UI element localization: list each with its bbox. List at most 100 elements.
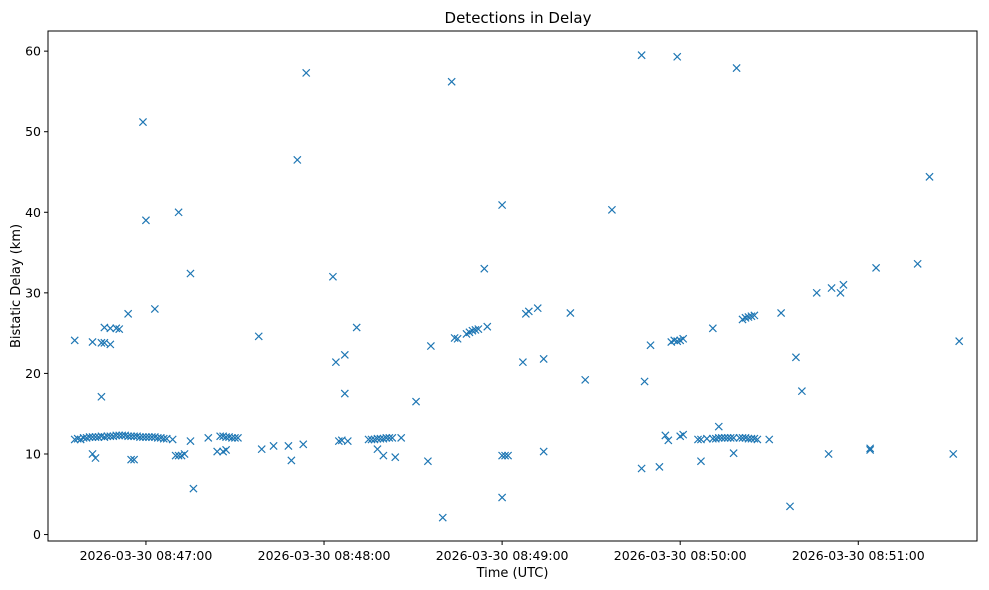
data-point-marker — [222, 445, 231, 454]
data-point-marker — [287, 456, 296, 465]
data-point-marker — [97, 432, 106, 441]
data-point-marker — [438, 513, 447, 522]
data-point-marker — [765, 435, 774, 444]
data-point-marker — [797, 387, 806, 396]
data-point-marker — [233, 433, 242, 442]
x-axis-label: Time (UTC) — [476, 566, 549, 581]
data-point-marker — [115, 325, 124, 334]
data-point-marker — [352, 323, 361, 332]
data-point-marker — [391, 453, 400, 462]
data-point-marker — [723, 433, 732, 442]
data-point-marker — [340, 389, 349, 398]
data-point-marker — [269, 441, 278, 450]
data-point-marker — [423, 457, 432, 466]
data-point-marker — [747, 312, 756, 321]
data-point-marker — [717, 433, 726, 442]
y-axis-label: Bistatic Delay (km) — [9, 224, 24, 348]
data-point-marker — [382, 433, 391, 442]
data-point-marker — [720, 433, 729, 442]
data-point-marker — [112, 431, 121, 440]
data-point-marker — [91, 453, 100, 463]
data-point-marker — [637, 51, 646, 60]
data-point-marker — [85, 433, 94, 442]
data-point-marker — [412, 397, 421, 406]
data-point-marker — [447, 77, 456, 86]
data-point-marker — [673, 337, 682, 346]
data-point-marker — [836, 288, 845, 297]
data-point-marker — [70, 435, 79, 444]
data-point-marker — [328, 272, 337, 281]
data-point-marker — [791, 353, 800, 362]
data-point-marker — [168, 435, 177, 444]
data-point-marker — [257, 445, 266, 454]
data-point-marker — [655, 462, 664, 471]
data-point-marker — [729, 449, 738, 458]
data-point-marker — [426, 341, 435, 351]
data-point-marker — [204, 433, 213, 442]
data-point-marker — [97, 338, 106, 347]
x-tick-label: 2026-03-30 08:50:00 — [614, 548, 747, 563]
data-point-marker — [866, 445, 875, 454]
data-point-marker — [581, 375, 590, 384]
data-point-marker — [127, 455, 136, 464]
data-point-marker — [340, 350, 349, 359]
data-point-marker — [103, 432, 112, 441]
data-point-marker — [714, 422, 723, 431]
data-point-marker — [468, 326, 477, 335]
data-point-marker — [504, 451, 513, 460]
data-point-marker — [471, 325, 480, 334]
data-point-marker — [673, 52, 682, 61]
data-point-marker — [230, 433, 240, 442]
data-point-marker — [174, 208, 183, 217]
data-point-marker — [138, 433, 148, 442]
data-point-marker — [524, 307, 533, 316]
data-point-marker — [744, 312, 753, 322]
data-point-marker — [824, 449, 833, 459]
data-point-marker — [70, 336, 79, 345]
data-point-marker — [397, 433, 406, 442]
data-point-marker — [135, 433, 145, 442]
data-point-marker — [124, 432, 133, 441]
data-point-marker — [607, 205, 616, 214]
data-point-marker — [159, 434, 168, 443]
data-point-marker — [174, 451, 183, 460]
axes-frame — [47, 30, 978, 542]
y-tick-label: 20 — [25, 366, 41, 381]
data-point-marker — [702, 434, 711, 443]
data-point-marker — [750, 311, 759, 320]
data-point-marker — [144, 433, 153, 442]
data-point-marker — [726, 433, 735, 442]
data-point-marker — [299, 440, 308, 449]
data-point-marker — [171, 451, 180, 460]
plot-area — [70, 51, 964, 522]
data-point-marker — [100, 338, 109, 347]
x-tick-label: 2026-03-30 08:51:00 — [792, 548, 925, 563]
data-point-marker — [708, 324, 717, 333]
data-point-marker — [130, 455, 139, 464]
data-point-marker — [637, 464, 646, 473]
data-point-marker — [955, 337, 964, 346]
data-point-marker — [785, 502, 795, 511]
data-point-marker — [124, 309, 133, 318]
data-point-marker — [227, 433, 237, 442]
data-point-marker — [679, 430, 688, 439]
data-point-marker — [480, 264, 489, 273]
x-tick-label: 2026-03-30 08:47:00 — [80, 548, 213, 563]
data-point-marker — [180, 449, 189, 459]
data-point-marker — [566, 308, 575, 318]
data-point-marker — [474, 325, 483, 334]
data-point-marker — [872, 263, 881, 272]
data-point-marker — [501, 451, 510, 460]
data-point-marker — [254, 332, 263, 341]
data-point-marker — [744, 434, 753, 443]
data-point-marker — [379, 451, 388, 460]
data-point-marker — [925, 172, 934, 181]
data-point-marker — [186, 437, 195, 446]
data-point-marker — [106, 340, 115, 349]
data-point-marker — [88, 433, 97, 442]
data-point-marker — [949, 449, 958, 459]
data-point-marker — [664, 436, 673, 445]
data-point-marker — [115, 431, 124, 440]
data-point-marker — [913, 259, 922, 268]
data-point-marker — [714, 433, 723, 442]
